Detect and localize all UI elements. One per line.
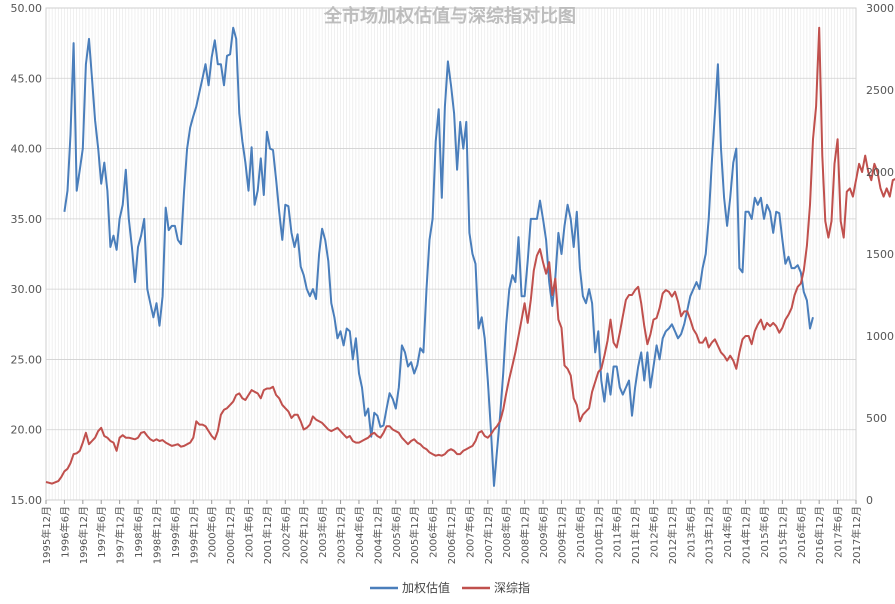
right-axis: 0 500 1000 1500 2000 2500 3000 — [866, 2, 894, 507]
x-tick-label: 2007年12月 — [482, 506, 495, 564]
x-tick-label: 2004年12月 — [371, 506, 384, 564]
x-tick-label: 2014年12月 — [740, 506, 753, 564]
x-tick-label: 2012年6月 — [648, 506, 661, 558]
x-tick-label: 1995年12月 — [40, 506, 53, 564]
x-tick-label: 2000年6月 — [206, 506, 219, 558]
series-line-2 — [45, 26, 895, 485]
y-left-tick-label: 15.00 — [11, 494, 43, 507]
y-left-tick-label: 50.00 — [11, 2, 43, 15]
legend: 加权估值 深综指 — [370, 580, 530, 595]
x-tick-label: 2000年12月 — [224, 506, 237, 564]
y-right-tick-label: 1500 — [866, 248, 894, 261]
x-tick-label: 2005年12月 — [408, 506, 421, 564]
x-tick-label: 1999年12月 — [187, 506, 200, 564]
y-right-tick-label: 3000 — [866, 2, 894, 15]
y-left-tick-label: 30.00 — [11, 283, 43, 296]
x-tick-label: 2001年12月 — [261, 506, 274, 564]
x-tick-label: 2013年12月 — [703, 506, 716, 564]
x-tick-label: 2011年12月 — [629, 506, 642, 564]
x-tick-label: 2014年6月 — [721, 506, 734, 558]
x-tick-label: 2006年6月 — [427, 506, 440, 558]
x-tick-label: 1999年6月 — [169, 506, 182, 558]
y-right-tick-label: 500 — [866, 412, 887, 425]
x-tick-label: 2010年6月 — [574, 506, 587, 558]
x-tick-label: 2011年6月 — [611, 506, 624, 558]
x-tick-label: 2006年12月 — [445, 506, 458, 564]
x-tick-label: 1996年6月 — [58, 506, 71, 558]
x-axis: 1995年12月 1996年6月 1996年12月 1997年6月 1997年12月 19… — [40, 500, 863, 564]
x-tick-label: 1998年6月 — [132, 506, 145, 558]
left-axis: 15.00 20.00 25.00 30.00 35.00 40.00 45.00 50.00 — [11, 2, 43, 507]
x-tick-label: 2003年12月 — [335, 506, 348, 564]
y-right-tick-label: 2000 — [866, 166, 894, 179]
legend-label-1: 加权估值 — [402, 580, 450, 595]
y-left-tick-label: 45.00 — [11, 72, 43, 85]
legend-label-2: 深综指 — [494, 580, 530, 595]
x-tick-label: 2004年6月 — [353, 506, 366, 558]
x-tick-label: 2010年12月 — [592, 506, 605, 564]
x-tick-label: 2008年12月 — [519, 506, 532, 564]
x-tick-label: 2002年6月 — [279, 506, 292, 558]
x-tick-label: 2003年6月 — [316, 506, 329, 558]
x-tick-label: 2015年12月 — [776, 506, 789, 564]
x-tick-label: 2001年6月 — [243, 506, 256, 558]
chart-title: 全市场加权估值与深综指对比图 — [323, 5, 576, 27]
x-tick-label: 2017年12月 — [850, 506, 863, 564]
x-tick-label: 2009年6月 — [537, 506, 550, 558]
x-tick-label: 1997年12月 — [114, 506, 127, 564]
y-left-tick-label: 20.00 — [11, 424, 43, 437]
x-tick-label: 2007年6月 — [463, 506, 476, 558]
series-layer — [45, 26, 895, 487]
x-tick-label: 2013年6月 — [684, 506, 697, 558]
x-tick-label: 2008年6月 — [500, 506, 513, 558]
x-tick-label: 1996年12月 — [77, 506, 90, 564]
x-tick-label: 2009年12月 — [555, 506, 568, 564]
x-tick-label: 2005年6月 — [390, 506, 403, 558]
x-tick-label: 2012年12月 — [666, 506, 679, 564]
y-right-tick-label: 0 — [866, 494, 873, 507]
y-right-tick-label: 2500 — [866, 84, 894, 97]
x-tick-label: 2017年6月 — [832, 506, 845, 558]
y-left-tick-label: 25.00 — [11, 353, 43, 366]
y-left-tick-label: 40.00 — [11, 143, 43, 156]
x-tick-label: 2002年12月 — [298, 506, 311, 564]
x-tick-label: 2016年6月 — [795, 506, 808, 558]
series-line-1 — [63, 26, 814, 487]
x-tick-label: 1998年12月 — [150, 506, 163, 564]
x-tick-label: 1997年6月 — [95, 506, 108, 558]
x-tick-label: 2016年12月 — [813, 506, 826, 564]
y-right-tick-label: 1000 — [866, 330, 894, 343]
x-tick-label: 2015年6月 — [758, 506, 771, 558]
y-left-tick-label: 35.00 — [11, 213, 43, 226]
